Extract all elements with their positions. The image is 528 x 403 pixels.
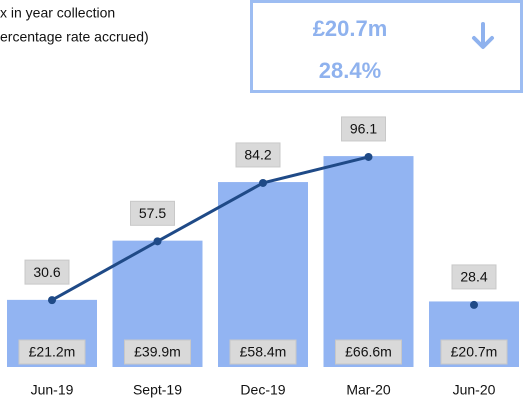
kpi-amount: £20.7m [313, 16, 388, 41]
line [51, 155, 369, 302]
line-label: 96.1 [350, 121, 377, 137]
line-point [259, 178, 267, 187]
kpi-rate: 28.4% [319, 58, 381, 83]
bar [218, 182, 308, 367]
line-point [364, 152, 373, 161]
line-label-box [451, 264, 497, 290]
x-tick-label: Jun-20 [453, 382, 496, 398]
bar-label: £39.9m [134, 344, 181, 360]
bar-label-box [18, 339, 86, 365]
bar-label: £58.4m [240, 344, 287, 360]
bar-label-box [124, 339, 191, 365]
line-label: 57.5 [139, 205, 166, 221]
header-line: x in year collection [0, 5, 115, 21]
line-label-box [130, 200, 175, 226]
bar-label-box [229, 339, 297, 365]
line-label-box [341, 116, 386, 142]
line-point [153, 237, 162, 246]
bar [323, 156, 414, 367]
line-point [470, 300, 478, 309]
line-label: 30.6 [33, 264, 60, 280]
bar-label: £66.6m [345, 344, 392, 360]
line-label: 28.4 [460, 269, 487, 285]
line-label: 84.2 [244, 147, 271, 163]
x-tick-label: Sept-19 [133, 382, 182, 398]
header-line: ercentage rate accrued) [0, 29, 149, 45]
bar-label: £20.7m [451, 344, 498, 360]
bar-label: £21.2m [29, 344, 76, 360]
line-point [48, 296, 56, 305]
line-label-box [235, 142, 281, 168]
x-tick-label: Jun-19 [31, 382, 74, 398]
down-arrow [472, 22, 494, 49]
x-tick-label: Dec-19 [240, 382, 285, 398]
kpi-box [250, 0, 523, 93]
line-label-box [24, 259, 70, 285]
bar-label-box [335, 339, 402, 365]
bar-label-box [440, 339, 508, 365]
x-tick-label: Mar-20 [346, 382, 391, 398]
